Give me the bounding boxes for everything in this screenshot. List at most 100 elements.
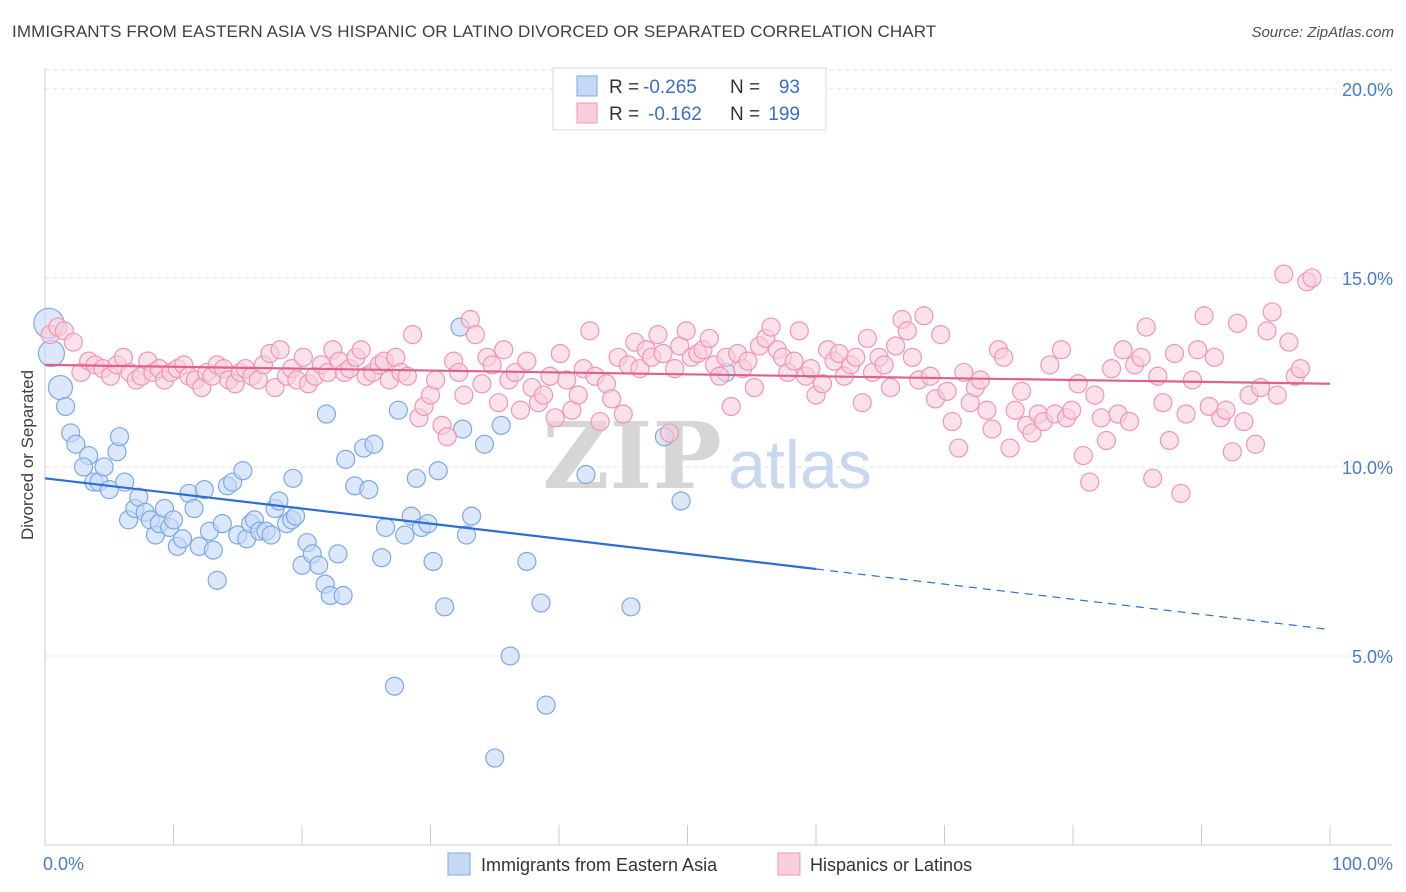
data-point (550, 343, 570, 364)
data-point (970, 370, 991, 390)
trend-line-pink (44, 363, 1331, 385)
data-point (1251, 377, 1271, 398)
data-point (1073, 446, 1093, 466)
watermark-atlas: atlas (728, 427, 872, 503)
data-point (517, 551, 537, 572)
data-point (428, 461, 448, 481)
data-point (37, 339, 66, 368)
data-point (265, 377, 285, 398)
x-tick-label-start: 0.0% (43, 854, 84, 874)
data-point (676, 321, 696, 341)
data-point (384, 676, 405, 696)
data-point (994, 347, 1014, 367)
data-point (94, 457, 114, 477)
data-point (73, 457, 94, 477)
data-point (462, 506, 482, 526)
data-point (1101, 359, 1122, 379)
data-point (761, 317, 781, 337)
data-point (897, 321, 917, 341)
data-point (1188, 340, 1208, 360)
data-point (602, 389, 622, 409)
data-point (351, 340, 371, 360)
watermark-zip: ZIP (542, 402, 721, 510)
series-immigrants-eastern-asia (33, 307, 736, 768)
data-point (931, 325, 951, 345)
legend-r-label-2: R = (609, 104, 639, 125)
data-point (1171, 483, 1191, 504)
data-point (465, 325, 486, 345)
data-point (1216, 400, 1236, 420)
data-point (1085, 385, 1105, 405)
data-point (437, 427, 457, 447)
data-point (1080, 472, 1100, 492)
bottom-legend-swatch-blue (447, 852, 471, 876)
data-point (977, 400, 997, 420)
trend-lines (44, 363, 1331, 631)
data-point (388, 400, 408, 420)
data-point (1062, 400, 1082, 420)
data-point (846, 347, 866, 367)
data-point (1119, 411, 1140, 432)
bottom-legend-label-blue: Immigrants from Eastern Asia (481, 855, 718, 875)
legend-n-value-2: 199 (768, 104, 800, 125)
data-point (710, 366, 730, 386)
data-point (203, 540, 223, 560)
data-point (435, 597, 455, 617)
data-point (531, 593, 551, 613)
trend-line-blue (44, 477, 817, 571)
data-point (207, 570, 227, 590)
y-tick-label-5: 5.0% (1352, 647, 1393, 667)
data-point (721, 396, 741, 417)
source-credit: Source: ZipAtlas.com (1251, 24, 1394, 41)
data-point (1176, 404, 1196, 424)
data-point (954, 362, 974, 383)
data-point (557, 370, 577, 390)
tick-labels: 5.0% 10.0% 15.0% 20.0% 0.0% 100.0% (43, 80, 1393, 874)
y-axis-title: Divorced or Separated (18, 370, 37, 540)
data-point (1267, 385, 1287, 405)
trend-line-blue-extension (815, 568, 1331, 631)
data-point (1022, 423, 1042, 443)
data-point (536, 695, 556, 715)
data-point (109, 427, 130, 447)
data-point (540, 366, 560, 386)
y-tick-label-10: 10.0% (1342, 458, 1393, 478)
data-point (406, 468, 426, 488)
legend-swatch-pink (576, 102, 598, 124)
data-point (372, 548, 392, 568)
data-point (510, 400, 531, 420)
data-point (580, 321, 600, 341)
data-point (1096, 430, 1117, 451)
data-point (880, 377, 901, 398)
data-point (426, 370, 446, 390)
legend-n-value-1: 93 (779, 77, 800, 98)
legend-r-value-1: -0.265 (643, 77, 697, 98)
data-point (261, 525, 281, 545)
series-hispanics-latinos (40, 264, 1322, 504)
legend-n-label-1: N = (730, 77, 760, 98)
data-point (485, 748, 505, 768)
data-point (395, 525, 415, 545)
data-point (1194, 306, 1214, 326)
data-point (801, 359, 821, 379)
bottom-legend-swatch-pink (777, 852, 801, 876)
data-point (1279, 332, 1299, 352)
data-point (500, 646, 520, 666)
data-point (886, 336, 906, 356)
data-point (359, 480, 379, 500)
data-point (920, 366, 940, 386)
data-point (533, 385, 554, 405)
data-point (621, 597, 641, 617)
data-point (812, 374, 833, 394)
data-point (648, 325, 668, 345)
data-point (1164, 343, 1185, 364)
data-point (66, 434, 86, 454)
watermark: ZIP atlas (542, 402, 872, 510)
bottom-legend-label-pink: Hispanics or Latinos (810, 855, 972, 875)
data-point (914, 306, 934, 326)
data-point (63, 332, 83, 352)
data-point (270, 340, 290, 360)
y-tick-label-15: 15.0% (1342, 269, 1393, 289)
data-point (590, 411, 610, 432)
